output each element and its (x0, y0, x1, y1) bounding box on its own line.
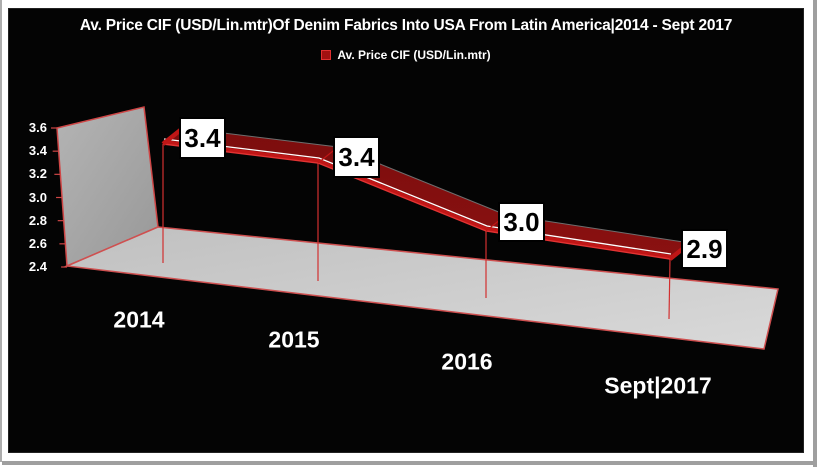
x-axis-category-label: 2015 (268, 326, 320, 353)
chart-3d-scene (51, 106, 779, 350)
y-axis-tick-label: 2.8 (28, 212, 47, 228)
drop-line (668, 258, 671, 320)
chart-legend: Av. Price CIF (USD/Lin.mtr) (9, 48, 803, 62)
x-axis-category-label: 2016 (441, 348, 493, 375)
data-point-label: 2.9 (681, 229, 728, 269)
ribbon-back-edge (182, 127, 691, 244)
ribbon-front-edge (162, 143, 671, 260)
chart-title: Av. Price CIF (USD/Lin.mtr)Of Denim Fabr… (79, 17, 733, 34)
y-axis-tick-label: 3.0 (28, 189, 47, 205)
x-axis-category-label: Sept|2017 (604, 372, 712, 399)
data-point-label: 3.4 (333, 136, 380, 178)
y-axis-tick-label: 3.6 (28, 120, 47, 135)
y-axis-tick-label: 2.6 (28, 235, 47, 251)
ribbon-highlight-line (163, 138, 672, 255)
y-axis-tick-label: 3.2 (28, 166, 47, 182)
y-axis-tick-label: 3.4 (28, 143, 47, 159)
data-point-label: 3.0 (498, 202, 545, 242)
legend-series-label: Av. Price CIF (USD/Lin.mtr) (337, 48, 491, 62)
chart-panel: Av. Price CIF (USD/Lin.mtr)Of Denim Fabr… (8, 8, 804, 453)
screenshot-bottom-shadow (2, 461, 814, 465)
legend-series-marker-icon (321, 50, 332, 60)
screenshot-left-border (0, 0, 2, 462)
chart-floor (64, 226, 779, 350)
y-axis-tick-label: 2.4 (28, 259, 47, 274)
screenshot-right-shadow (813, 0, 817, 467)
x-axis-category-label: 2014 (113, 306, 165, 333)
series-ribbon (163, 128, 690, 259)
ribbon-front-face (163, 140, 671, 259)
data-point-label: 3.4 (179, 117, 226, 159)
